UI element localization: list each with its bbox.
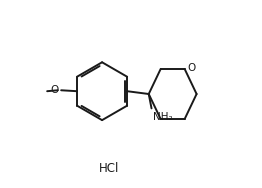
Text: O: O <box>187 63 195 73</box>
Text: O: O <box>51 85 59 95</box>
Text: NH₂: NH₂ <box>153 112 173 122</box>
Text: HCl: HCl <box>99 162 119 175</box>
